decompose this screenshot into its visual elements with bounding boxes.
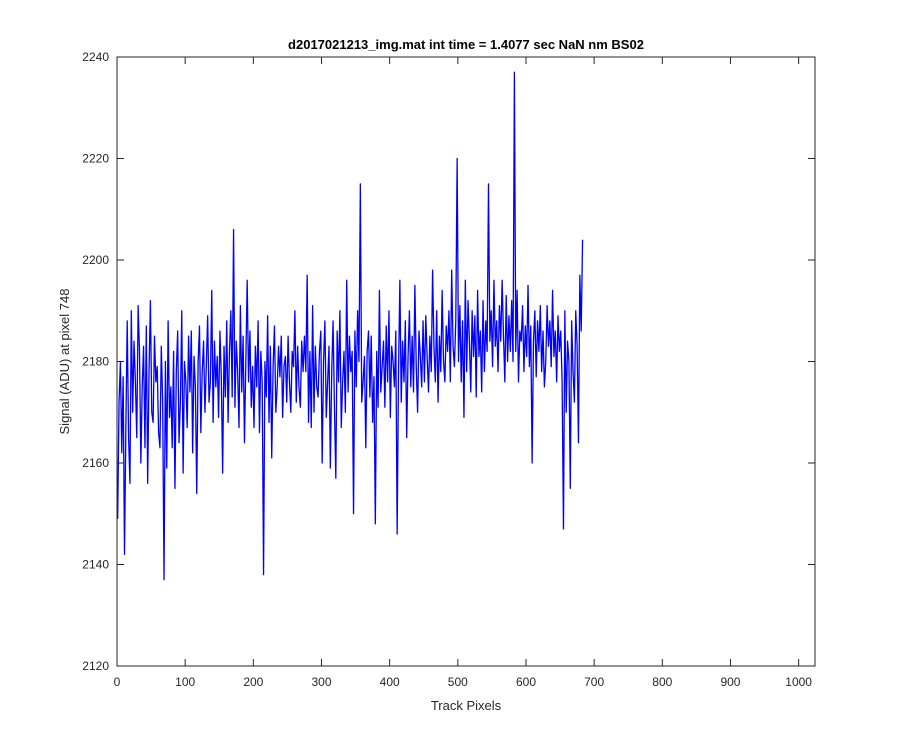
x-tick-label-200: 200	[243, 675, 263, 689]
tick-labels: 0 100 200 300 400 500 600 700 800 900 1000 2120 2140…	[82, 50, 812, 689]
y-tick-label-2120: 2120	[82, 659, 109, 673]
y-tick-label-2240: 2240	[82, 50, 109, 64]
x-tick-label-1000: 1000	[785, 675, 812, 689]
x-tick-label-900: 900	[720, 675, 740, 689]
x-axis-label: Track Pixels	[431, 698, 502, 713]
x-tick-label-400: 400	[380, 675, 400, 689]
series-layer	[117, 71, 584, 581]
x-tick-label-100: 100	[175, 675, 195, 689]
axis-ticks	[116, 56, 815, 667]
y-tick-label-2180: 2180	[82, 355, 109, 369]
x-tick-label-600: 600	[516, 675, 536, 689]
x-tick-label-0: 0	[114, 675, 121, 689]
y-tick-label-2200: 2200	[82, 253, 109, 267]
y-axis-label: Signal (ADU) at pixel 748	[57, 289, 72, 435]
y-tick-label-2140: 2140	[82, 558, 109, 572]
chart-title: d2017021213_img.mat int time = 1.4077 se…	[288, 37, 644, 52]
x-tick-label-500: 500	[448, 675, 468, 689]
axes-box	[116, 56, 816, 667]
y-tick-label-2220: 2220	[82, 152, 109, 166]
x-tick-label-800: 800	[652, 675, 672, 689]
series-line-0	[117, 71, 584, 581]
x-tick-label-700: 700	[584, 675, 604, 689]
y-tick-label-2160: 2160	[82, 456, 109, 470]
x-tick-label-300: 300	[311, 675, 331, 689]
